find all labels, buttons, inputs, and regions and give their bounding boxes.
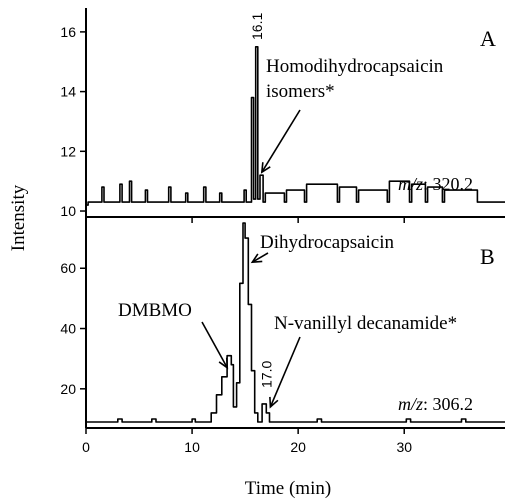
panel-a-arrow-head [260, 162, 271, 174]
panel-b-mz-prefix: m/z [398, 394, 423, 414]
panel-b-annotation-vanillyl-text: N-vanillyl decanamide* [274, 313, 457, 334]
panel-a-y-tick-label: 10 [60, 203, 76, 219]
panel-b-peak-label: 17.0 [258, 361, 274, 388]
panel-b-y-tick-label: 40 [60, 321, 76, 337]
panel-b-arrow-dmbmo [201, 321, 229, 370]
panel-a-annotation-line-1: Homodihydrocapsaicin [266, 56, 444, 77]
x-axis-title: Time (min) [245, 478, 331, 499]
panel-b-y-tick-label: 20 [60, 381, 76, 397]
panel-b-arrow-dmbmo-head [218, 357, 229, 370]
panel-a-arrow-shaft [261, 109, 301, 173]
x-tick-label: 10 [184, 439, 200, 455]
panel-b-x-ticks: 0 10 20 30 [82, 428, 412, 455]
panel-b-arrow-vanillyl [269, 336, 301, 409]
panel-a-annotation-homodihydrocapsaicin: Homodihydrocapsaicin isomers* [266, 56, 448, 102]
panel-a-annotation-line-2: isomers* [266, 81, 335, 102]
panel-a-mz-prefix: m/z [398, 174, 423, 194]
panel-a-y-tick-label: 16 [60, 24, 76, 40]
panel-b-mz-value: : 306.2 [423, 394, 473, 414]
panel-b-annotation-dmbmo: DMBMO [118, 300, 192, 321]
panel-b-arrow-vanillyl-head [269, 396, 279, 409]
panel-b-letter: B [480, 244, 495, 269]
panel-b-trace-mz306 [86, 222, 505, 423]
x-tick-label: 30 [396, 439, 412, 455]
panel-a-y-tick-label: 12 [60, 143, 76, 159]
panel-a-arrow [260, 109, 301, 174]
panel-b-mz-label: m/z: 306.2 [398, 394, 473, 414]
panel-a-mz-label: m/z: 320.2 [398, 174, 473, 194]
panel-b-annotation-dihydrocapsaicin: Dihydrocapsaicin [260, 232, 395, 253]
panel-b-arrow-dihydrocapsaicin-shaft [251, 252, 269, 263]
panel-b-annotation-vanillyl: N-vanillyl decanamide* [274, 313, 457, 334]
panel-a: 10 12 14 16 A 16.1 Homodihydrocapsaicin iso… [60, 8, 505, 223]
panel-b-y-ticks: 20 40 60 [60, 260, 86, 397]
panel-a-mz-value: : 320.2 [423, 174, 473, 194]
x-tick-label: 20 [290, 439, 306, 455]
panel-b-annotation-arrows [201, 252, 301, 409]
y-axis-title: Intensity [8, 184, 29, 251]
panel-b-arrow-vanillyl-shaft [269, 336, 301, 408]
panel-a-letter: A [480, 26, 496, 51]
panel-a-y-tick-label: 14 [60, 84, 76, 100]
panel-b-annotation-dihydrocapsaicin-text: Dihydrocapsaicin [260, 232, 395, 253]
panel-b-arrow-dihydrocapsaicin [250, 252, 269, 264]
panel-a-y-ticks: 10 12 14 16 [60, 24, 86, 219]
panel-a-peak-label: 16.1 [249, 13, 265, 40]
panel-a-annotation-arrow [260, 109, 301, 174]
panel-b-y-tick-label: 60 [60, 260, 76, 276]
panel-b: 20 40 60 0 10 20 30 B 17.0 Dihydrocapsaicin D… [60, 217, 505, 455]
panel-a-trace-mz320 [86, 46, 505, 206]
x-tick-label: 0 [82, 439, 90, 455]
panel-b-arrow-dmbmo-shaft [201, 321, 228, 369]
panel-b-arrow-dihydrocapsaicin-head [250, 253, 263, 264]
panel-b-annotation-dmbmo-text: DMBMO [118, 300, 192, 321]
